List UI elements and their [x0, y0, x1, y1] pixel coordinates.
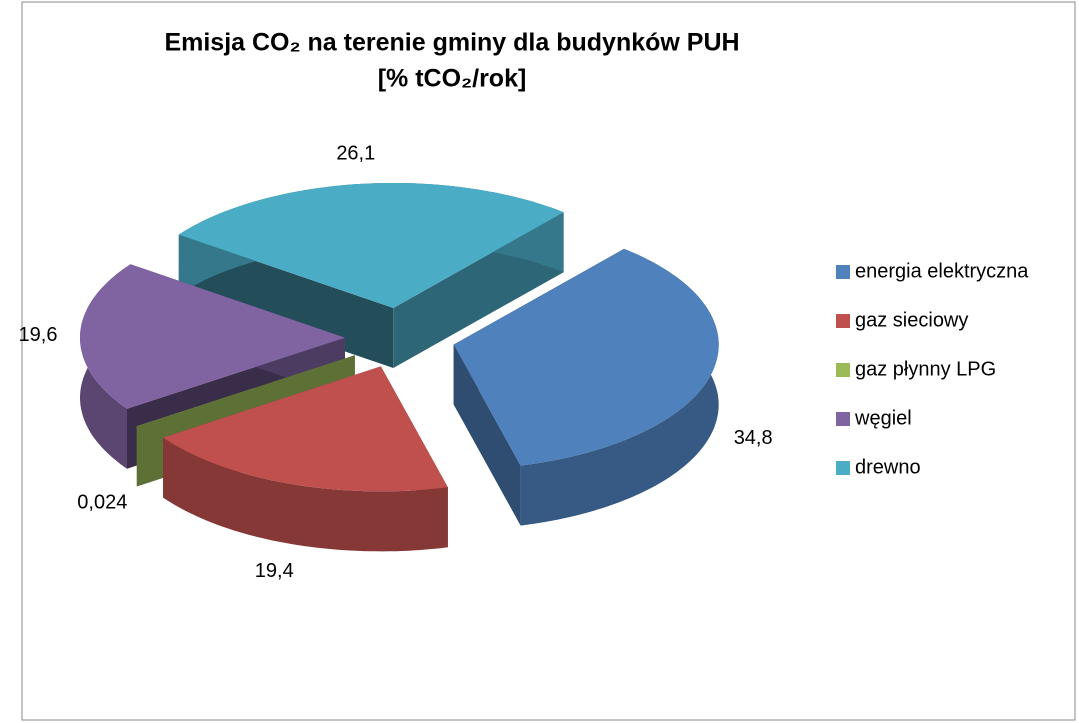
data-label: 19,6	[19, 324, 58, 346]
legend-swatch	[836, 412, 850, 426]
legend-swatch	[836, 265, 850, 279]
legend-label: energia elektryczna	[855, 260, 1029, 282]
chart-title: Emisja CO₂ na terenie gminy dla budynków…	[164, 29, 739, 57]
legend-label: węgiel	[854, 407, 912, 429]
chart-title: [% tCO₂/rok]	[378, 65, 527, 93]
legend-label: gaz płynny LPG	[855, 358, 996, 380]
slice	[136, 355, 355, 427]
slice-wall	[163, 437, 448, 552]
data-label: 34,8	[734, 427, 773, 449]
data-label: 26,1	[336, 142, 375, 164]
legend-swatch	[836, 461, 850, 475]
slice	[178, 183, 564, 308]
legend-swatch	[836, 314, 850, 328]
legend-label: drewno	[855, 456, 921, 478]
legend-swatch	[836, 363, 850, 377]
slice	[453, 248, 719, 466]
slice	[80, 264, 345, 409]
slice	[163, 366, 448, 492]
data-label: 0,024	[77, 492, 127, 514]
data-label: 19,4	[255, 560, 294, 582]
legend-label: gaz sieciowy	[855, 309, 968, 331]
slice-side	[453, 344, 521, 526]
